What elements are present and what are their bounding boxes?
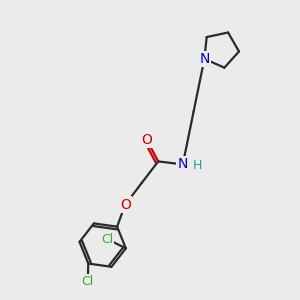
Text: O: O bbox=[120, 198, 130, 212]
Text: H: H bbox=[193, 159, 202, 172]
Text: O: O bbox=[141, 133, 152, 147]
Text: Cl: Cl bbox=[101, 233, 113, 246]
Text: N: N bbox=[178, 158, 188, 171]
Text: N: N bbox=[199, 52, 210, 66]
Text: Cl: Cl bbox=[82, 275, 94, 288]
